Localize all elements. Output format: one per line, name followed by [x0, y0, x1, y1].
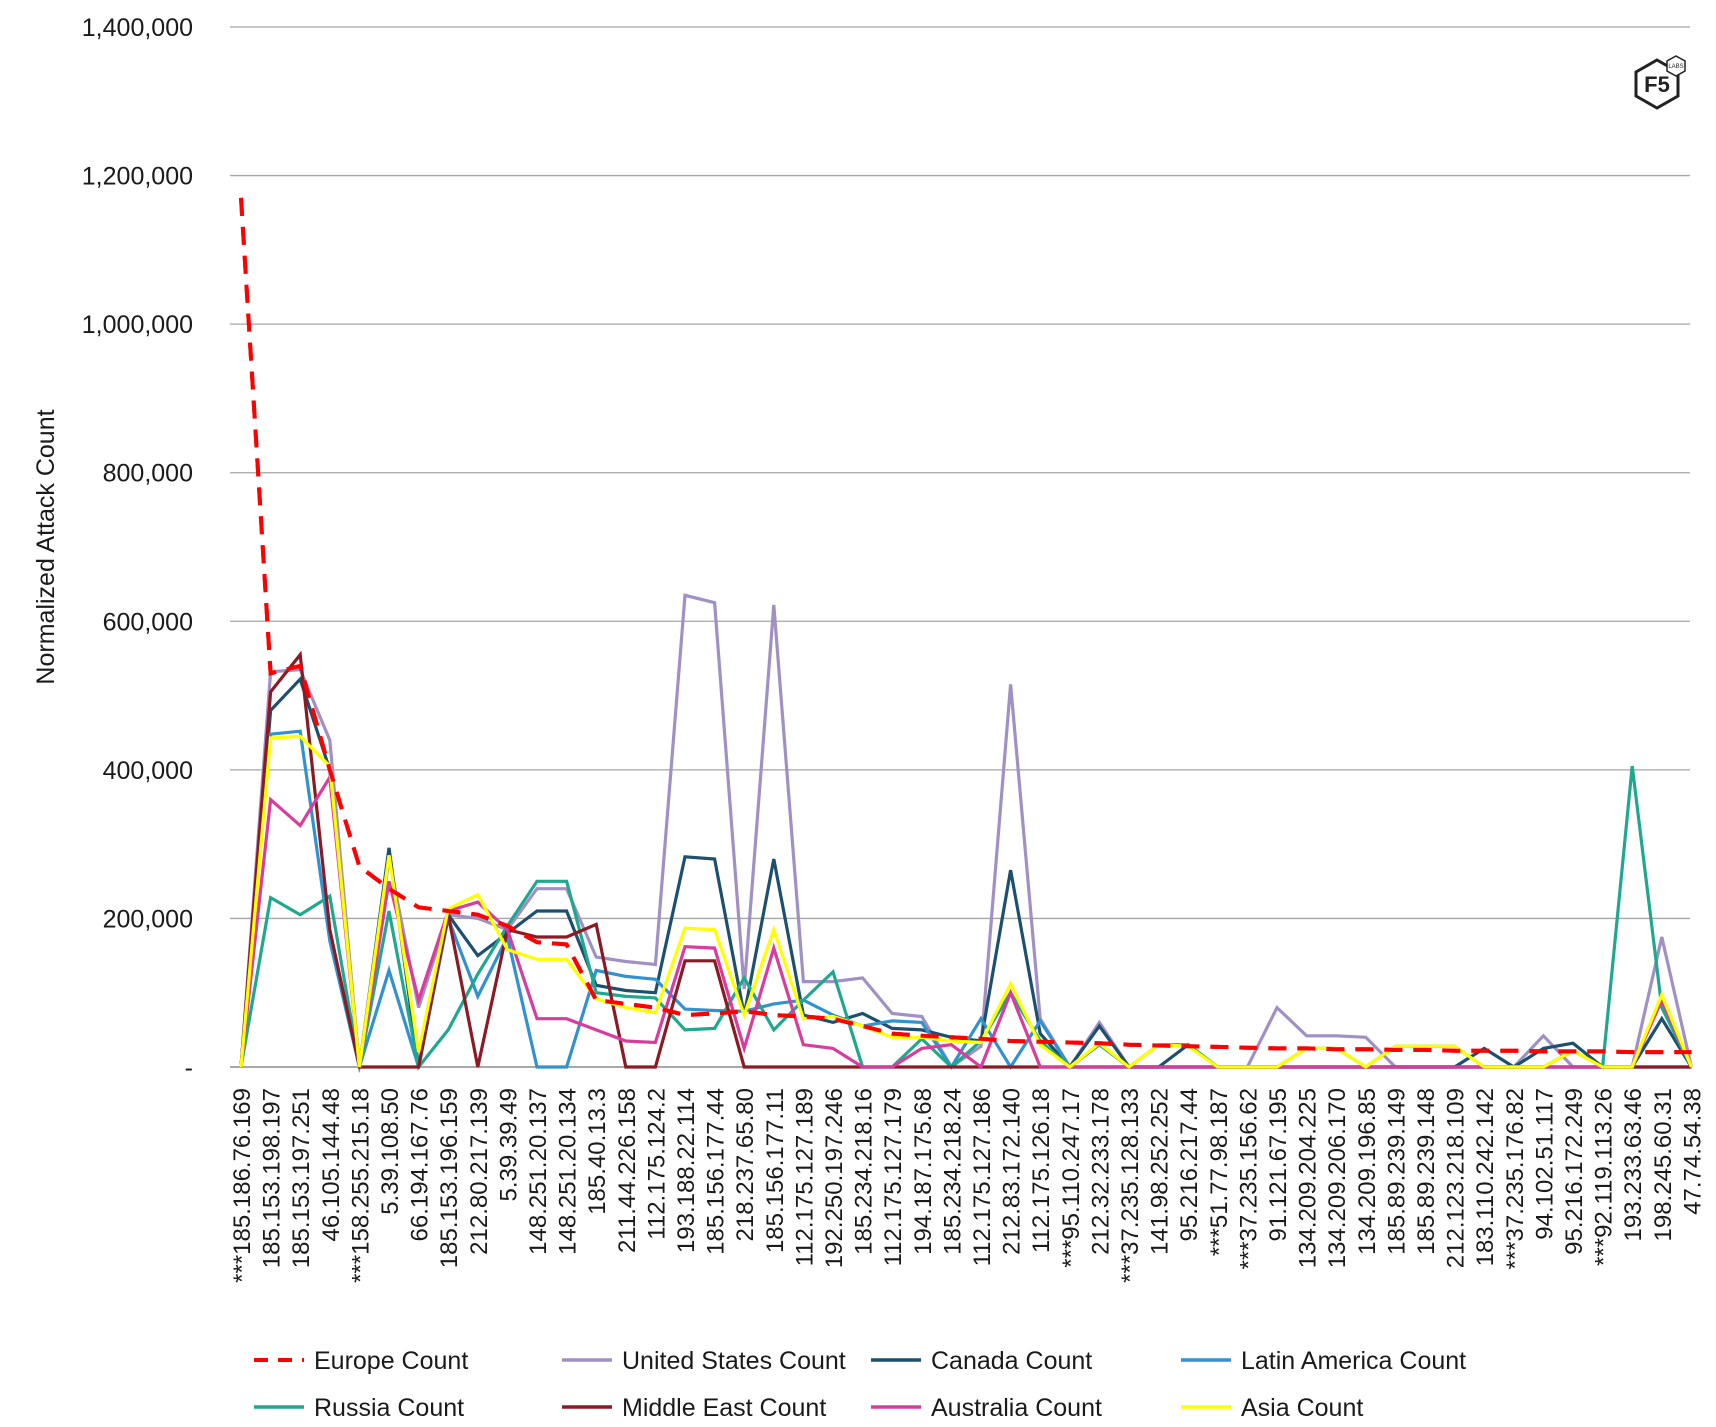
x-tick-label: ***37.235.176.82 — [1502, 1088, 1529, 1270]
x-tick-label: 112.175.127.179 — [880, 1088, 907, 1266]
x-tick-label: ***37.235.128.133 — [1117, 1088, 1144, 1283]
x-tick-label: ***92.119.113.26 — [1591, 1088, 1618, 1266]
legend-label: Russia Count — [314, 1394, 464, 1422]
legend-label: Asia Count — [1241, 1394, 1363, 1422]
legend-item: Latin America Count — [1181, 1347, 1466, 1375]
x-tick-label: 185.153.198.197 — [259, 1088, 286, 1268]
y-tick-label: 1,200,000 — [82, 163, 193, 191]
legend-item: Australia Count — [871, 1394, 1102, 1422]
x-tick-label: 112.175.127.186 — [969, 1088, 996, 1266]
x-tick-label: 185.89.239.148 — [1413, 1088, 1440, 1255]
x-tick-label: 183.110.242.142 — [1472, 1088, 1499, 1266]
x-tick-label: 192.250.197.246 — [821, 1088, 848, 1268]
x-tick-label: 148.251.20.134 — [555, 1088, 582, 1255]
series-line — [239, 197, 1692, 1055]
logo-text: F5 — [1644, 72, 1670, 97]
legend: Europe Count United States Count Canada Co… — [254, 1347, 1466, 1422]
x-tick-label: 211.44.226.158 — [614, 1088, 641, 1253]
y-tick-label: 800,000 — [103, 460, 193, 488]
series-line — [239, 734, 1693, 1070]
x-tick-label: 148.251.20.137 — [525, 1088, 552, 1255]
x-tick-label: ***185.186.76.169 — [229, 1088, 256, 1283]
x-tick-label: 134.209.206.170 — [1324, 1088, 1351, 1268]
x-tick-label: 212.32.233.178 — [1087, 1088, 1114, 1255]
x-tick-label: ***95.110.247.17 — [1058, 1088, 1085, 1268]
x-tick-label: 141.98.252.252 — [1147, 1088, 1174, 1255]
f5-labs-logo: F5 LABS — [1634, 55, 1686, 110]
y-axis-label: Normalized Attack Count — [32, 409, 60, 684]
y-tick-label: 200,000 — [103, 905, 193, 933]
legend-label: Latin America Count — [1241, 1347, 1466, 1375]
x-tick-label: ***51.77.98.187 — [1206, 1088, 1233, 1256]
x-tick-label: 193.188.22.114 — [673, 1088, 700, 1253]
x-tick-label: 193.233.63.46 — [1620, 1088, 1647, 1241]
x-tick-label: 66.194.167.76 — [407, 1088, 434, 1241]
x-tick-label: 5.39.108.50 — [377, 1088, 404, 1215]
legend-item: Middle East Count — [562, 1394, 826, 1422]
x-tick-label: 185.234.218.24 — [939, 1088, 966, 1255]
x-tick-label: 212.83.172.140 — [999, 1088, 1026, 1255]
y-axis: - 200,000 400,000 600,000 800,000 1,000,000 1,… — [82, 14, 193, 1082]
y-tick-label: 400,000 — [103, 757, 193, 785]
x-tick-label: 46.105.144.48 — [318, 1088, 345, 1241]
x-tick-label: ***158.255.215.18 — [347, 1088, 374, 1283]
legend-item: Russia Count — [254, 1394, 464, 1422]
x-tick-label: 94.102.51.117 — [1531, 1088, 1558, 1240]
x-tick-label: 198.245.60.31 — [1650, 1088, 1677, 1241]
legend-item: Asia Count — [1181, 1394, 1363, 1422]
x-tick-label: 212.80.217.139 — [466, 1088, 493, 1255]
legend-label: Canada Count — [931, 1347, 1092, 1375]
legend-label: United States Count — [622, 1347, 846, 1375]
series-line — [239, 593, 1693, 1070]
x-tick-label: 194.187.175.68 — [910, 1088, 937, 1255]
x-tick-label: 185.153.196.159 — [436, 1088, 463, 1268]
series-line — [239, 650, 1692, 1069]
x-tick-label: 47.74.54.38 — [1679, 1088, 1706, 1215]
x-tick-label: 185.234.218.16 — [851, 1088, 878, 1255]
legend-item: Canada Count — [871, 1347, 1092, 1375]
x-tick-label: 185.153.197.251 — [288, 1088, 315, 1268]
x-tick-label: ***37.235.156.62 — [1235, 1088, 1262, 1270]
series-line — [239, 772, 1693, 1070]
x-tick-label: 95.216.172.249 — [1561, 1088, 1588, 1255]
x-tick-label: 218.237.65.80 — [732, 1088, 759, 1241]
x-tick-label: 185.89.239.149 — [1383, 1088, 1410, 1255]
x-tick-label: 185.156.177.44 — [703, 1088, 730, 1255]
y-tick-label: - — [185, 1054, 193, 1082]
y-tick-label: 1,000,000 — [82, 311, 193, 339]
x-tick-label: 91.121.67.195 — [1265, 1088, 1292, 1241]
x-tick-label: 112.175.126.18 — [1028, 1088, 1055, 1253]
x-axis: ***185.186.76.169 185.153.198.197 185.153.… — [229, 1088, 1706, 1283]
legend-label: Middle East Count — [622, 1394, 826, 1422]
series-group — [239, 197, 1693, 1074]
x-tick-label: 5.39.39.49 — [495, 1088, 522, 1201]
y-tick-label: 1,400,000 — [82, 14, 193, 42]
legend-item: United States Count — [562, 1347, 846, 1375]
legend-item: Europe Count — [254, 1347, 468, 1375]
logo-subtext: LABS — [1668, 64, 1683, 70]
x-tick-label: 134.209.204.225 — [1295, 1088, 1322, 1268]
y-tick-label: 600,000 — [103, 608, 193, 636]
x-tick-label: 212.123.218.109 — [1443, 1088, 1470, 1268]
legend-label: Australia Count — [931, 1394, 1102, 1422]
x-tick-label: 112.175.124.2 — [643, 1088, 670, 1240]
logo-small-hexagon — [1666, 55, 1686, 77]
x-tick-label: 112.175.127.189 — [791, 1088, 818, 1266]
series-line — [239, 729, 1692, 1074]
legend-label: Europe Count — [314, 1347, 468, 1375]
series-line — [239, 197, 1692, 1055]
x-tick-label: 134.209.196.85 — [1354, 1088, 1381, 1255]
x-tick-label: 95.216.217.44 — [1176, 1088, 1203, 1241]
x-tick-label: 185.156.177.11 — [762, 1088, 789, 1253]
x-tick-label: 185.40.13.3 — [584, 1088, 611, 1215]
